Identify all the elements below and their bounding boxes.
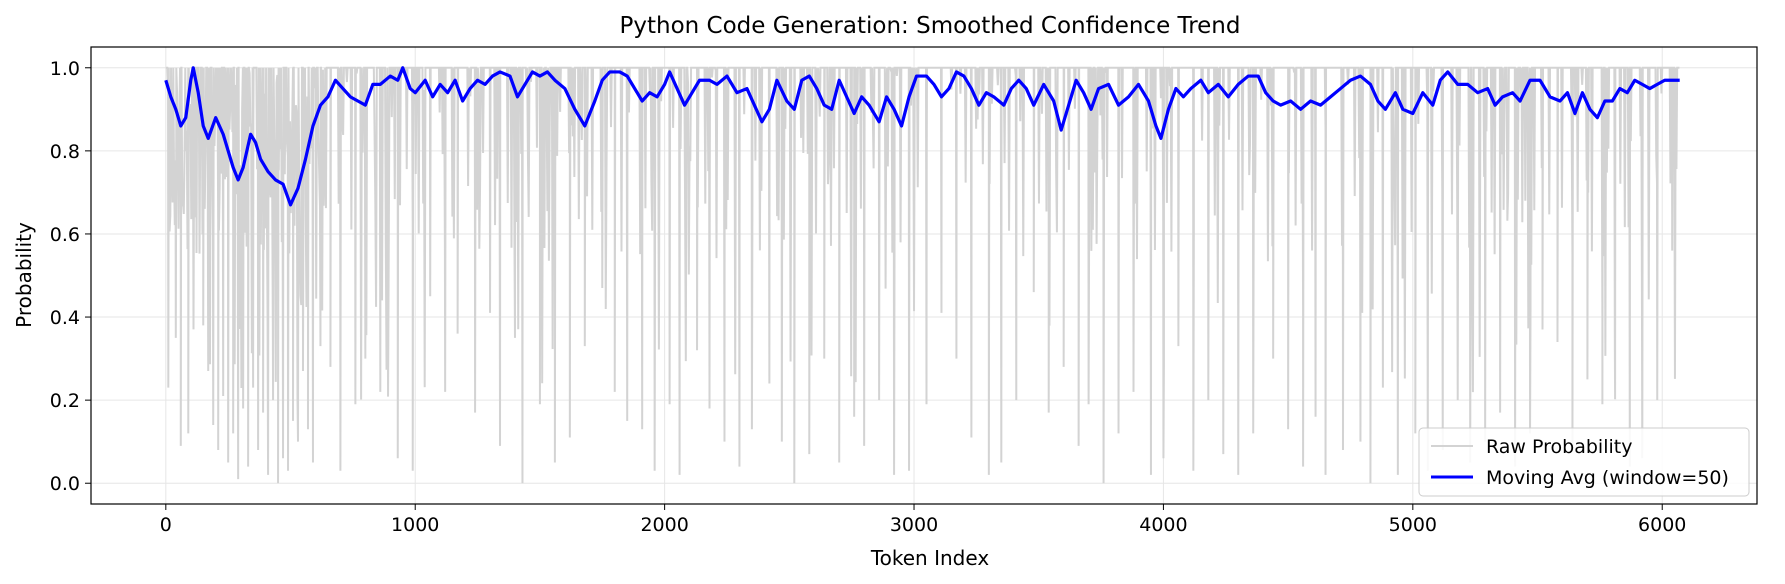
legend-label-raw: Raw Probability (1486, 436, 1632, 458)
legend-label-moving-avg: Moving Avg (window=50) (1486, 467, 1729, 489)
y-axis-ticks: 0.0 0.2 0.4 0.6 0.8 1.0 (50, 58, 91, 495)
legend-box (1418, 427, 1750, 497)
x-tick-label-0: 0 (160, 514, 172, 536)
x-tick-label-4: 4000 (1139, 514, 1187, 536)
y-axis-label: Probability (12, 222, 36, 328)
legend: Raw Probability Moving Avg (window=50) (1418, 427, 1750, 497)
moving-average-series (164, 66, 1680, 207)
raw-probability-series (165, 66, 1680, 484)
y-tick-label-3: 0.6 (50, 224, 80, 246)
x-axis-label: Token Index (870, 546, 989, 570)
raw-probability-line (165, 66, 1680, 484)
moving-average-line (164, 66, 1680, 207)
y-tick-label-4: 0.8 (50, 141, 80, 163)
y-tick-label-5: 1.0 (50, 58, 80, 80)
x-tick-label-3: 3000 (890, 514, 938, 536)
y-tick-label-2: 0.4 (50, 307, 80, 329)
y-tick-label-1: 0.2 (50, 390, 80, 412)
x-tick-label-6: 6000 (1638, 514, 1686, 536)
x-tick-label-2: 2000 (640, 514, 688, 536)
x-tick-label-5: 5000 (1389, 514, 1437, 536)
x-tick-label-1: 1000 (391, 514, 439, 536)
y-tick-label-0: 0.0 (50, 473, 80, 495)
plot-area (164, 66, 1680, 484)
plot-frame (90, 46, 1758, 505)
chart-title: Python Code Generation: Smoothed Confide… (620, 13, 1241, 39)
x-axis-ticks: 0 1000 2000 3000 4000 5000 6000 (160, 504, 1686, 536)
